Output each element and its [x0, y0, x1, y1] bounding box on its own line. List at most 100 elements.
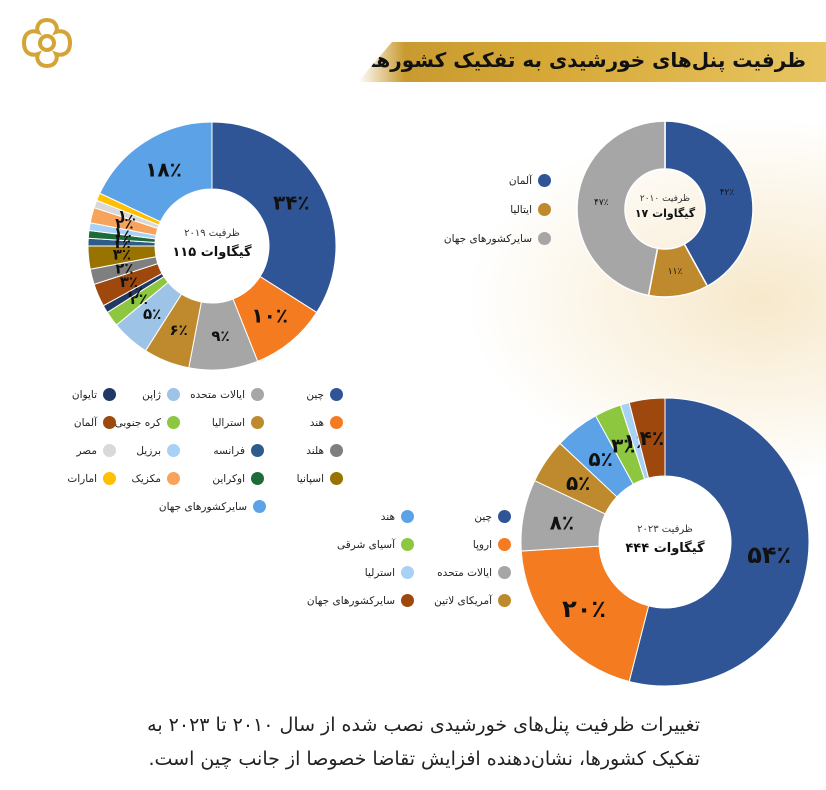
legend-label: ایالات متحده [190, 388, 245, 401]
legend-swatch [498, 538, 511, 551]
slice-label-2019-9: ۳٪ [113, 246, 131, 264]
legend-item: آمریکای لاتین [434, 594, 511, 607]
slice-label-2010-2: ۴۷٪ [594, 198, 609, 208]
legend-item: کره جنوبی [115, 416, 180, 429]
slice-2010-0 [664, 120, 754, 288]
legend-item: سایرکشورهای جهان [159, 500, 266, 513]
legend-label: اسپانیا [296, 472, 324, 485]
legend-item: اسپانیا [297, 472, 343, 485]
legend-label: چین [474, 510, 492, 523]
legend-swatch [103, 472, 116, 485]
slice-2019-0 [211, 121, 337, 314]
legend-swatch [251, 444, 264, 457]
legend-item: سایرکشورهای جهان [307, 594, 414, 607]
slice-label-2019-4: ۵٪ [143, 305, 161, 323]
slice-label-2023-7: ۴٪ [640, 426, 664, 450]
legend-label: چین [306, 388, 324, 401]
slice-label-2023-3: ۵٪ [566, 471, 590, 495]
donut-chart-2019: ۳۴٪۱۰٪۹٪۶٪۵٪۲٪۱٪۳٪۲٪۳٪۱٪۱٪۱٪۲٪۱٪۱۸٪ظرفیت… [87, 121, 337, 371]
legend-item: هلند [306, 444, 343, 457]
center-label-year-2019: ظرفیت ۲۰۱۹ [184, 228, 240, 239]
legend-swatch [330, 444, 343, 457]
legend-swatch [401, 510, 414, 523]
center-label-capacity-2023: ۴۴۴ گیگاوات [625, 540, 705, 556]
legend-item: فرانسه [213, 444, 264, 457]
legend-item: اروپا [473, 538, 511, 551]
legend-label: برزیل [136, 444, 161, 457]
legend-item: تایوان [72, 388, 116, 401]
legend-swatch [167, 472, 180, 485]
slice-2019-16 [99, 121, 213, 223]
slice-label-2019-0: ۳۴٪ [273, 190, 310, 214]
legend-label: ایتالیا [510, 203, 532, 216]
legend-item: مکزیک [131, 472, 180, 485]
legend-item: ژاپن [142, 388, 180, 401]
legend-swatch [538, 203, 551, 216]
legend-label: هند [309, 416, 324, 429]
center-label-year-2010: ظرفیت ۲۰۱۰ [640, 194, 690, 204]
legend-item: آلمان [74, 416, 116, 429]
legend-label: ایالات متحده [437, 566, 492, 579]
legend-swatch [251, 472, 264, 485]
slice-label-2019-1: ۱۰٪ [251, 304, 288, 328]
legend-label: اوکراین [212, 472, 245, 485]
legend-swatch [498, 510, 511, 523]
legend-swatch [401, 538, 414, 551]
slice-2023-7 [628, 397, 666, 479]
slice-2010-2 [576, 120, 666, 297]
slice-label-2010-1: ۱۱٪ [668, 267, 683, 277]
legend-item: ایالات متحده [437, 566, 511, 579]
legend-label: ژاپن [142, 388, 161, 401]
slice-label-2023-0: ۵۴٪ [747, 541, 791, 569]
center-label-capacity-2010: ۱۷ گیگاوات [635, 207, 696, 220]
legend-swatch [330, 416, 343, 429]
legend-swatch [167, 416, 180, 429]
legend-item: ایتالیا [510, 203, 551, 216]
legend-label: هند [380, 510, 395, 523]
legend-label: آمریکای لاتین [434, 594, 492, 607]
legend-item: چین [474, 510, 511, 523]
slice-label-2023-2: ۸٪ [550, 510, 574, 534]
caption-line-1: تغییرات ظرفیت پنل‌های خورشیدی نصب شده از… [147, 714, 700, 736]
legend-item: ایالات متحده [190, 388, 264, 401]
legend-item: برزیل [136, 444, 180, 457]
legend-label: سایرکشورهای جهان [306, 594, 395, 607]
legend-swatch [103, 416, 116, 429]
legend-item: آلمان [509, 174, 551, 187]
legend-item: آسیای شرقی [337, 538, 414, 551]
slice-label-2010-0: ۴۲٪ [720, 188, 735, 198]
legend-item: مصر [76, 444, 116, 457]
legend-item: هند [310, 416, 343, 429]
legend-label: اروپا [472, 538, 492, 551]
legend-label: امارات [67, 472, 97, 485]
legend-label: استرالیا [211, 416, 245, 429]
legend-swatch [401, 566, 414, 579]
legend-swatch [498, 566, 511, 579]
legend-item: استرالیا [212, 416, 264, 429]
legend-swatch [330, 472, 343, 485]
legend-item: اوکراین [212, 472, 264, 485]
legend-label: مکزیک [131, 472, 161, 485]
slice-label-2023-4: ۵٪ [588, 447, 612, 471]
slice-2023-1 [520, 545, 650, 683]
slice-2023-0 [628, 397, 810, 687]
slice-label-2019-16: ۱۸٪ [145, 158, 182, 182]
legend-label: مصر [76, 444, 97, 457]
legend-label: فرانسه [213, 444, 245, 457]
slice-label-2019-2: ۹٪ [211, 327, 229, 345]
legend-swatch [253, 500, 266, 513]
donut-chart-2010: ۴۲٪ ۱۱٪ ۴۷٪ ظرفیت ۲۰۱۰ ۱۷ گیگاوات [576, 120, 754, 298]
legend-label: آلمان [73, 416, 97, 429]
legend-item: هند [381, 510, 414, 523]
legend-swatch [498, 594, 511, 607]
legend-label: تایوان [71, 388, 97, 401]
caption-line-2: تفکیک کشورها، نشان‌دهنده افزایش تقاضا خص… [148, 748, 700, 770]
legend-label: آلمان [508, 174, 532, 187]
slice-label-2019-3: ۶٪ [170, 321, 188, 339]
title-banner: ظرفیت پنل‌های خورشیدی به تفکیک کشورها [358, 42, 826, 82]
legend-label: کره جنوبی [114, 416, 161, 429]
